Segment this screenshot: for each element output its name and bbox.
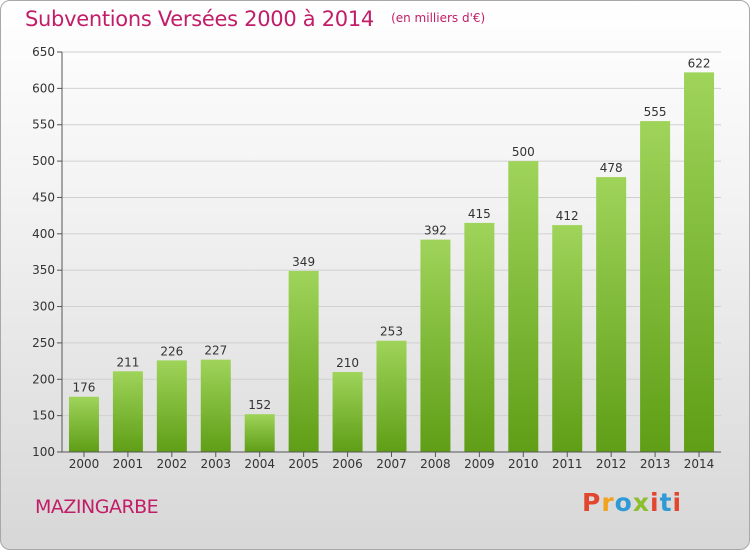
bar-value-label: 176: [73, 381, 96, 395]
bar-2003: [200, 359, 231, 452]
logo-letter: t: [659, 488, 673, 517]
logo-letter: P: [582, 488, 602, 517]
bar-value-label: 622: [688, 56, 711, 70]
commune-name: MAZINGARBE: [35, 496, 159, 518]
y-tick-label: 250: [32, 336, 55, 350]
x-tick-label: 2004: [244, 457, 275, 471]
bar-2000: [68, 396, 99, 452]
x-tick-label: 2006: [332, 457, 363, 471]
bar-2004: [244, 414, 275, 452]
x-tick-label: 2008: [420, 457, 451, 471]
y-tick-label: 350: [32, 263, 55, 277]
bar-value-label: 478: [600, 161, 623, 175]
logo-letter: r: [601, 488, 615, 517]
x-tick-label: 2001: [113, 457, 144, 471]
logo-letter: i: [672, 488, 683, 517]
bar-2011: [552, 225, 583, 452]
x-tick-label: 2012: [596, 457, 627, 471]
x-tick-label: 2009: [464, 457, 495, 471]
bar-2002: [156, 360, 187, 452]
y-tick-label: 550: [32, 118, 55, 132]
y-tick-label: 100: [32, 445, 55, 459]
bar-2012: [596, 177, 627, 452]
chart-subtitle: (en milliers d'€): [391, 11, 486, 25]
bar-value-label: 253: [380, 325, 403, 339]
bar-value-label: 392: [424, 224, 447, 238]
bar-2007: [376, 340, 407, 452]
y-tick-label: 600: [32, 81, 55, 95]
axes: 100 150 200 250 300 350 400 450 500 550 600 650 2000…: [32, 45, 721, 471]
proxiti-logo[interactable]: Proxiti: [582, 488, 682, 517]
bar-value-label: 349: [292, 255, 315, 269]
bar-2009: [464, 222, 495, 452]
bar-value-label: 226: [160, 344, 183, 358]
bar-2006: [332, 372, 363, 452]
y-tick-label: 300: [32, 300, 55, 314]
y-tick-label: 200: [32, 372, 55, 386]
bar-2008: [420, 239, 451, 452]
bar-value-label: 555: [644, 105, 667, 119]
bar-value-label: 211: [116, 355, 139, 369]
bar-value-label: 227: [204, 344, 227, 358]
bar-value-label: 152: [248, 398, 271, 412]
y-tick-label: 150: [32, 409, 55, 423]
x-tick-label: 2005: [288, 457, 319, 471]
x-tick-label: 2007: [376, 457, 407, 471]
bar-value-label: 412: [556, 209, 579, 223]
bar-2013: [640, 121, 671, 452]
bar-2010: [508, 161, 539, 452]
x-tick-label: 2013: [640, 457, 671, 471]
chart-title: Subventions Versées 2000 à 2014: [25, 7, 374, 31]
logo-letter: i: [650, 488, 660, 517]
x-tick-label: 2010: [508, 457, 539, 471]
x-tick-label: 2002: [157, 457, 188, 471]
x-tick-label: 2000: [69, 457, 100, 471]
x-tick-label: 2003: [200, 457, 231, 471]
chart-header: Subventions Versées 2000 à 2014 (en mill…: [25, 7, 485, 31]
y-tick-label: 450: [32, 190, 55, 204]
bars: 176 211 226 227 152 349 210 253 392 415 500 412 478 5…: [68, 56, 715, 452]
logo-letter: x: [632, 488, 650, 517]
x-tick-label: 2014: [684, 457, 715, 471]
logo-letter: o: [614, 488, 633, 517]
bar-value-label: 415: [468, 207, 491, 221]
x-tick-label: 2011: [552, 457, 583, 471]
bar-2001: [112, 371, 143, 452]
y-tick-label: 500: [32, 154, 55, 168]
bar-2014: [684, 72, 715, 452]
bar-2005: [288, 270, 319, 452]
bar-value-label: 500: [512, 145, 535, 159]
y-tick-label: 400: [32, 227, 55, 241]
bar-value-label: 210: [336, 356, 359, 370]
y-tick-label: 650: [32, 45, 55, 59]
